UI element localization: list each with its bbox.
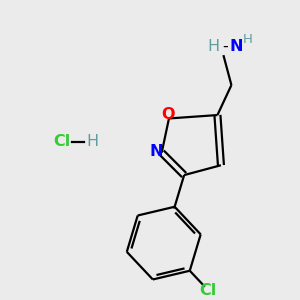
Text: H: H [207, 39, 220, 54]
Text: -: - [223, 39, 228, 54]
Text: Cl: Cl [53, 134, 71, 149]
Text: N: N [150, 144, 164, 159]
Text: Cl: Cl [200, 283, 217, 298]
Text: O: O [161, 107, 175, 122]
Text: N: N [230, 39, 243, 54]
Text: H: H [242, 33, 252, 46]
Text: H: H [86, 134, 98, 149]
